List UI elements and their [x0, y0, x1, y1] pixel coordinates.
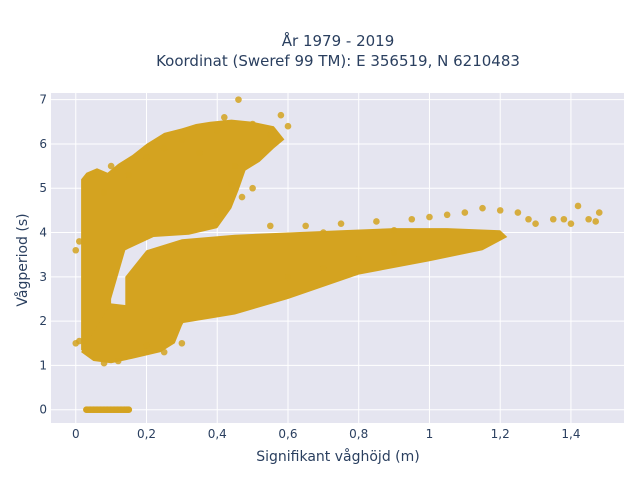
y-tick-labels: 0 1 2 3 4 5 6 7	[39, 93, 47, 417]
data-point-8	[125, 171, 133, 179]
data-point-9	[107, 162, 115, 170]
data-point-5	[178, 136, 186, 143]
data-point-39	[560, 215, 568, 223]
data-point-29	[496, 207, 504, 214]
data-point-2	[277, 111, 285, 119]
data-point-7	[143, 153, 150, 161]
x-tick-label-5: 1	[426, 427, 434, 441]
data-point-30	[514, 209, 522, 216]
data-point-4	[213, 127, 221, 134]
data-point-48	[75, 337, 83, 345]
data-point-38	[595, 209, 603, 216]
data-point-44	[160, 348, 168, 356]
y-tick-label-3: 3	[39, 270, 47, 284]
data-point-19	[213, 211, 221, 219]
x-tick-label-6: 1,2	[491, 427, 510, 441]
y-tick-label-5: 5	[39, 181, 47, 195]
chart-title-line1: År 1979 - 2019	[282, 31, 395, 50]
data-point-34	[567, 220, 575, 227]
data-point-21	[302, 222, 309, 230]
data-point-27	[461, 209, 469, 216]
data-point-43	[143, 342, 150, 349]
data-point-20	[266, 222, 274, 230]
data-point-31	[525, 215, 532, 223]
x-tick-labels: 0 0,2 0,4 0,6 0,8 1 1,2 1,4	[72, 427, 581, 441]
data-point-14	[196, 149, 203, 157]
data-point-11	[100, 189, 108, 196]
chart-title-line2: Koordinat (Sweref 99 TM): E 356519, N 62…	[156, 52, 520, 70]
data-point-16	[228, 180, 235, 188]
data-point-33	[549, 215, 557, 223]
data-point-25	[426, 213, 433, 221]
y-tick-label-1: 1	[39, 358, 47, 372]
x-tick-label-4: 0,8	[349, 427, 368, 441]
data-point-49	[72, 246, 80, 254]
data-point-12	[284, 122, 292, 130]
y-tick-label-0: 0	[39, 403, 47, 417]
data-point-23	[373, 218, 380, 225]
data-point-50	[75, 238, 83, 245]
y-tick-label-4: 4	[39, 226, 47, 240]
data-point-0	[235, 96, 242, 103]
data-point-36	[585, 215, 592, 223]
data-point-53	[355, 255, 363, 263]
x-tick-label-0: 0	[72, 427, 80, 441]
data-point-32	[532, 220, 539, 227]
data-point-54	[390, 249, 398, 256]
cloud-wedge	[125, 228, 508, 324]
data-point-6	[160, 145, 168, 152]
data-point-52	[320, 264, 327, 272]
data-point-51	[284, 273, 292, 281]
data-point-41	[320, 229, 327, 236]
data-point-28	[479, 204, 486, 212]
y-tick-label-7: 7	[39, 93, 47, 107]
zero-point-30	[125, 406, 133, 414]
data-point-18	[238, 193, 246, 201]
y-tick-label-2: 2	[39, 314, 47, 328]
data-point-45	[114, 357, 122, 365]
data-point-26	[443, 211, 451, 219]
density-fill	[81, 119, 508, 364]
data-point-24	[408, 215, 416, 223]
x-tick-label-1: 0,2	[137, 427, 156, 441]
data-point-13	[266, 131, 274, 139]
y-axis-label: Vågperiod (s)	[14, 213, 31, 306]
x-tick-label-2: 0,4	[208, 427, 227, 441]
data-point-40	[390, 227, 398, 234]
data-point-35	[574, 202, 582, 210]
data-point-46	[100, 359, 108, 367]
data-points	[72, 96, 603, 414]
x-axis-label: Signifikant våghöjd (m)	[256, 448, 419, 465]
cloud-left-tall	[81, 119, 285, 355]
data-point-10	[90, 171, 97, 179]
data-point-1	[221, 114, 228, 121]
data-point-37	[592, 218, 600, 225]
x-tick-label-7: 1,4	[561, 427, 580, 441]
y-tick-label-6: 6	[39, 137, 47, 151]
data-point-42	[178, 339, 186, 347]
data-point-15	[231, 162, 239, 170]
data-point-3	[249, 120, 256, 128]
data-point-17	[249, 184, 256, 192]
x-tick-label-3: 0,6	[278, 427, 297, 441]
data-point-22	[337, 220, 345, 227]
